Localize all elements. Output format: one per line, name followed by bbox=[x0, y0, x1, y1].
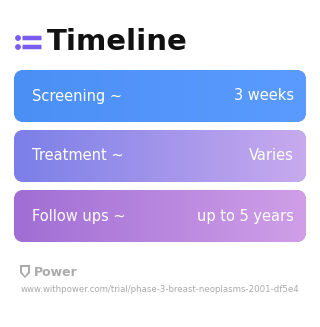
Text: Power: Power bbox=[34, 266, 78, 279]
Text: Varies: Varies bbox=[249, 148, 294, 164]
Polygon shape bbox=[20, 265, 30, 278]
FancyBboxPatch shape bbox=[14, 70, 306, 122]
FancyBboxPatch shape bbox=[22, 45, 42, 49]
FancyBboxPatch shape bbox=[14, 190, 306, 242]
Text: 3 weeks: 3 weeks bbox=[234, 89, 294, 104]
Text: Screening ~: Screening ~ bbox=[32, 89, 122, 104]
FancyBboxPatch shape bbox=[14, 130, 306, 182]
FancyBboxPatch shape bbox=[22, 36, 42, 40]
Circle shape bbox=[16, 45, 20, 49]
Text: Treatment ~: Treatment ~ bbox=[32, 148, 124, 164]
Circle shape bbox=[16, 36, 20, 40]
Text: Follow ups ~: Follow ups ~ bbox=[32, 209, 126, 223]
Text: up to 5 years: up to 5 years bbox=[197, 209, 294, 223]
Text: www.withpower.com/trial/phase-3-breast-neoplasms-2001-df5e4: www.withpower.com/trial/phase-3-breast-n… bbox=[20, 285, 300, 295]
Text: Timeline: Timeline bbox=[47, 28, 188, 57]
Polygon shape bbox=[22, 267, 28, 276]
